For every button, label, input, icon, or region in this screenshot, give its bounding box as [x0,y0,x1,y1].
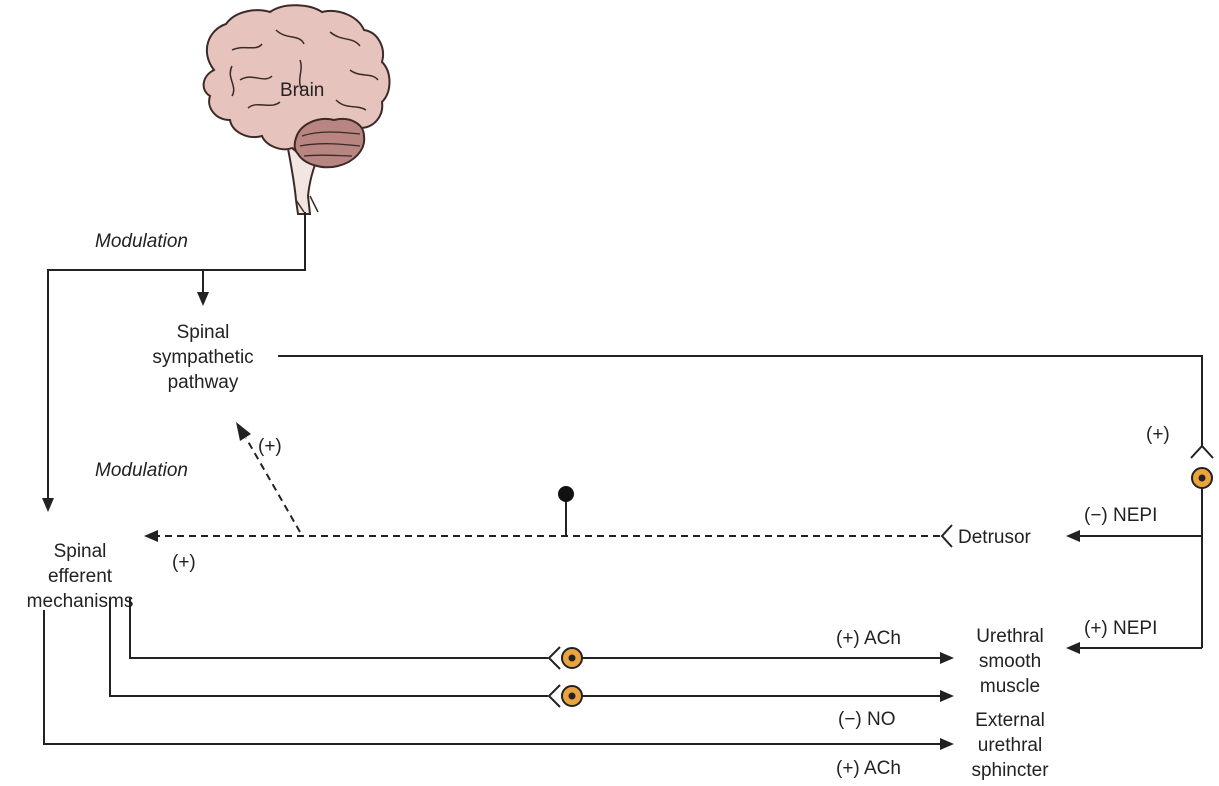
efferent-line-2: efferent [48,566,113,587]
detrusor-label: Detrusor [958,527,1032,548]
no-preganglionic-line [109,598,548,697]
cerebellum-folds [299,131,361,157]
arrowhead-sphincter [940,738,954,750]
plus-efferent-label: (+) [172,552,196,573]
arrowhead-to-sympathetic-dashed [236,422,251,441]
spinal-cord [295,195,319,213]
sympathetic-line-3: pathway [168,372,239,393]
sympathetic-line-1: Spinal [177,322,230,343]
ach-synapse [547,646,561,670]
plus-ach-label-2: (+) ACh [836,758,901,779]
brain-label: Brain [280,80,324,101]
afferent-to-sympathetic-dashed [245,437,301,533]
somatic-line [43,610,942,745]
ganglion-nucleus [1198,474,1206,482]
brain-illustration: Brain [202,4,391,215]
modulation-label-mid: Modulation [95,460,188,481]
inhibitory-terminal-icon [558,486,574,502]
plus-nepi-label: (+) NEPI [1084,618,1157,639]
no-ganglion-nucleus [568,692,576,700]
sympathetic-outflow-line [278,355,1203,446]
cerebellum [293,118,366,169]
brain-descending-line [47,212,306,500]
eus-line-1: External [975,710,1045,731]
minus-no-label: (−) NO [838,709,896,730]
no-synapse [547,684,561,708]
brain-folds [229,29,379,111]
spinal-efferent-label: Spinal efferent mechanisms [27,541,134,612]
ach-ganglion-nucleus [568,654,576,662]
spinal-sympathetic-label: Spinal sympathetic pathway [152,322,253,393]
efferent-line-3: mechanisms [27,591,134,612]
arrowhead-to-sympathetic [197,292,209,306]
arrowhead-ach [940,652,954,664]
plus-dashed-label: (+) [258,436,282,457]
arrowhead-to-efferent [42,498,54,512]
ach-preganglionic-line [129,598,548,659]
efferent-line-1: Spinal [54,541,107,562]
minus-nepi-label: (−) NEPI [1084,505,1157,526]
arrowhead-to-efferent-dashed [144,530,158,542]
eus-line-2: urethral [978,735,1042,756]
urethral-smooth-muscle-label: Urethral smooth muscle [976,626,1044,697]
modulation-pathway [42,212,306,512]
arrowhead-to-detrusor [1066,530,1080,542]
arrowhead-nepi-urethra [1066,642,1080,654]
usm-line-3: muscle [980,676,1040,697]
sympathetic-line-2: sympathetic [152,347,253,368]
detrusor-sensory-ending [940,524,953,548]
cerebrum [202,4,391,155]
plus-ach-label-1: (+) ACh [836,628,901,649]
modulation-label-top: Modulation [95,231,188,252]
external-urethral-sphincter-label: External urethral sphincter [971,710,1049,781]
eus-line-3: sphincter [971,760,1049,781]
usm-line-2: smooth [979,651,1041,672]
arrowhead-no [940,690,954,702]
plus-right-label: (+) [1146,424,1170,445]
usm-line-1: Urethral [976,626,1044,647]
sympathetic-synapse [1190,444,1214,459]
